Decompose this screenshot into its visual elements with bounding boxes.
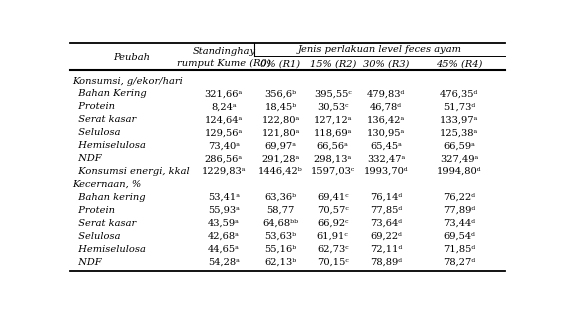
Text: 42,68ᵃ: 42,68ᵃ	[208, 232, 240, 241]
Text: 62,73ᶜ: 62,73ᶜ	[317, 245, 348, 254]
Text: Hemiselulosa: Hemiselulosa	[72, 245, 146, 254]
Text: 136,42ᵃ: 136,42ᵃ	[367, 115, 405, 124]
Text: 66,56ᵃ: 66,56ᵃ	[317, 141, 349, 150]
Text: 64,68ᵇᵇ: 64,68ᵇᵇ	[263, 219, 298, 228]
Text: 1446,42ᵇ: 1446,42ᵇ	[258, 167, 303, 176]
Text: 55,93ᵃ: 55,93ᵃ	[208, 206, 240, 215]
Text: Kecernaan, %: Kecernaan, %	[72, 180, 141, 189]
Text: NDF: NDF	[72, 258, 102, 267]
Text: Bahan kering: Bahan kering	[72, 193, 145, 202]
Text: 127,12ᵃ: 127,12ᵃ	[314, 115, 352, 124]
Text: 71,85ᵈ: 71,85ᵈ	[443, 245, 475, 254]
Text: 69,22ᵈ: 69,22ᵈ	[370, 232, 402, 241]
Text: 356,6ᵇ: 356,6ᵇ	[264, 89, 297, 98]
Text: Bahan Kering: Bahan Kering	[72, 89, 146, 98]
Text: 124,64ᵃ: 124,64ᵃ	[205, 115, 243, 124]
Text: Protein: Protein	[72, 102, 115, 112]
Text: 479,83ᵈ: 479,83ᵈ	[367, 89, 405, 98]
Text: 43,59ᵃ: 43,59ᵃ	[208, 219, 240, 228]
Text: Serat kasar: Serat kasar	[72, 219, 136, 228]
Text: NDF: NDF	[72, 154, 102, 163]
Text: 30,53ᶜ: 30,53ᶜ	[317, 102, 348, 112]
Text: 476,35ᵈ: 476,35ᵈ	[440, 89, 478, 98]
Text: 54,28ᵃ: 54,28ᵃ	[208, 258, 240, 267]
Text: 61,91ᶜ: 61,91ᶜ	[317, 232, 348, 241]
Text: 121,80ᵃ: 121,80ᵃ	[261, 128, 300, 137]
Text: Jenis perlakuan level feces ayam: Jenis perlakuan level feces ayam	[298, 45, 462, 54]
Text: 53,41ᵃ: 53,41ᵃ	[208, 193, 240, 202]
Text: 73,64ᵈ: 73,64ᵈ	[370, 219, 402, 228]
Text: 46,78ᵈ: 46,78ᵈ	[370, 102, 402, 112]
Text: 133,97ᵃ: 133,97ᵃ	[440, 115, 478, 124]
Text: 77,89ᵈ: 77,89ᵈ	[443, 206, 475, 215]
Text: 66,92ᶜ: 66,92ᶜ	[317, 219, 348, 228]
Text: 122,80ᵃ: 122,80ᵃ	[261, 115, 300, 124]
Text: Selulosa: Selulosa	[72, 128, 121, 137]
Text: 65,45ᵃ: 65,45ᵃ	[370, 141, 402, 150]
Text: 78,27ᵈ: 78,27ᵈ	[443, 258, 475, 267]
Text: 51,73ᵈ: 51,73ᵈ	[443, 102, 475, 112]
Text: Serat kasar: Serat kasar	[72, 115, 136, 124]
Text: 1994,80ᵈ: 1994,80ᵈ	[437, 167, 481, 176]
Text: 395,55ᶜ: 395,55ᶜ	[314, 89, 352, 98]
Text: 1229,83ᵃ: 1229,83ᵃ	[201, 167, 246, 176]
Text: 15% (R2): 15% (R2)	[310, 60, 356, 69]
Text: Protein: Protein	[72, 206, 115, 215]
Text: 118,69ᵃ: 118,69ᵃ	[314, 128, 352, 137]
Text: 62,13ᵇ: 62,13ᵇ	[264, 258, 297, 267]
Text: 76,22ᵈ: 76,22ᵈ	[443, 193, 475, 202]
Text: 30% (R3): 30% (R3)	[363, 60, 409, 69]
Text: Peubah: Peubah	[113, 53, 150, 62]
Text: 125,38ᵃ: 125,38ᵃ	[440, 128, 478, 137]
Text: 129,56ᵃ: 129,56ᵃ	[205, 128, 243, 137]
Text: 1597,03ᶜ: 1597,03ᶜ	[311, 167, 355, 176]
Text: 77,85ᵈ: 77,85ᵈ	[370, 206, 402, 215]
Text: 321,66ᵃ: 321,66ᵃ	[205, 89, 243, 98]
Text: 44,65ᵃ: 44,65ᵃ	[208, 245, 240, 254]
Text: 327,49ᵃ: 327,49ᵃ	[440, 154, 478, 163]
Text: Konsumsi energi, kkal: Konsumsi energi, kkal	[72, 167, 190, 176]
Text: 76,14ᵈ: 76,14ᵈ	[370, 193, 402, 202]
Text: Selulosa: Selulosa	[72, 232, 121, 241]
Text: 53,63ᵇ: 53,63ᵇ	[264, 232, 297, 241]
Text: 66,59ᵃ: 66,59ᵃ	[443, 141, 475, 150]
Text: 55,16ᵇ: 55,16ᵇ	[264, 245, 297, 254]
Text: 58,77: 58,77	[266, 206, 295, 215]
Text: 1993,70ᵈ: 1993,70ᵈ	[364, 167, 408, 176]
Text: 130,95ᵃ: 130,95ᵃ	[367, 128, 405, 137]
Text: 69,54ᵈ: 69,54ᵈ	[443, 232, 475, 241]
Text: 8,24ᵃ: 8,24ᵃ	[211, 102, 237, 112]
Text: 286,56ᵃ: 286,56ᵃ	[205, 154, 243, 163]
Text: 70,15ᶜ: 70,15ᶜ	[317, 258, 348, 267]
Text: 18,45ᵇ: 18,45ᵇ	[264, 102, 297, 112]
Text: 78,89ᵈ: 78,89ᵈ	[370, 258, 402, 267]
Text: 69,41ᶜ: 69,41ᶜ	[317, 193, 348, 202]
Text: 298,13ᵃ: 298,13ᵃ	[314, 154, 352, 163]
Text: 69,97ᵃ: 69,97ᵃ	[265, 141, 297, 150]
Text: Konsumsi, g/ekor/hari: Konsumsi, g/ekor/hari	[72, 77, 183, 86]
Text: 0% (R1): 0% (R1)	[260, 60, 301, 69]
Text: Standinghay
rumput Kume (R0): Standinghay rumput Kume (R0)	[177, 47, 270, 68]
Text: 63,36ᵇ: 63,36ᵇ	[264, 193, 297, 202]
Text: 45% (R4): 45% (R4)	[436, 60, 482, 69]
Text: 291,28ᵃ: 291,28ᵃ	[261, 154, 300, 163]
Text: 73,44ᵈ: 73,44ᵈ	[443, 219, 475, 228]
Text: Hemiselulosa: Hemiselulosa	[72, 141, 146, 150]
Text: 70,57ᶜ: 70,57ᶜ	[317, 206, 348, 215]
Text: 332,47ᵃ: 332,47ᵃ	[367, 154, 405, 163]
Text: 73,40ᵃ: 73,40ᵃ	[208, 141, 240, 150]
Text: 72,11ᵈ: 72,11ᵈ	[370, 245, 402, 254]
